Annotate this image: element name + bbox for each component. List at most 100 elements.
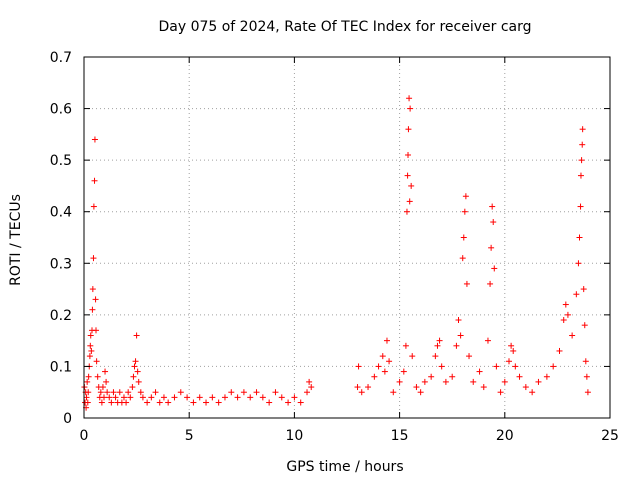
- data-point: [92, 327, 99, 334]
- data-point: [228, 389, 235, 396]
- data-point: [381, 368, 388, 375]
- data-point: [405, 151, 412, 158]
- data-point: [144, 399, 151, 406]
- data-point: [134, 368, 141, 375]
- data-point: [582, 358, 589, 365]
- data-point: [304, 389, 311, 396]
- data-point: [459, 255, 466, 262]
- data-point: [110, 389, 117, 396]
- data-point: [516, 373, 523, 380]
- data-point: [543, 373, 550, 380]
- data-point: [106, 394, 113, 401]
- data-point: [97, 389, 104, 396]
- data-point: [584, 389, 591, 396]
- data-point: [94, 373, 101, 380]
- x-tick-label: 0: [80, 428, 89, 444]
- data-point: [508, 342, 515, 349]
- data-point: [358, 389, 365, 396]
- data-point: [406, 198, 413, 205]
- data-point: [91, 177, 98, 184]
- data-point: [579, 141, 586, 148]
- data-point: [575, 260, 582, 267]
- data-point: [86, 353, 93, 360]
- data-point: [438, 363, 445, 370]
- y-tick-label: 0.2: [50, 308, 72, 324]
- data-point: [405, 126, 412, 133]
- data-point: [569, 332, 576, 339]
- data-point: [529, 389, 536, 396]
- data-point: [562, 301, 569, 308]
- data-point: [383, 337, 390, 344]
- data-point: [132, 358, 139, 365]
- data-point: [442, 378, 449, 385]
- data-point: [564, 311, 571, 318]
- data-point: [406, 95, 413, 102]
- data-point: [196, 394, 203, 401]
- data-point: [491, 265, 498, 272]
- data-point: [354, 384, 361, 391]
- data-point: [409, 353, 416, 360]
- data-point: [512, 363, 519, 370]
- y-tick-label: 0.5: [50, 153, 72, 169]
- data-point: [89, 306, 96, 313]
- data-point: [535, 378, 542, 385]
- data-point: [463, 280, 470, 287]
- data-point: [184, 394, 191, 401]
- data-point: [308, 384, 315, 391]
- data-point: [488, 244, 495, 251]
- data-point: [108, 399, 115, 406]
- data-point: [93, 358, 100, 365]
- data-point: [139, 394, 146, 401]
- y-tick-label: 0.7: [50, 50, 72, 66]
- data-point: [120, 394, 127, 401]
- data-point: [190, 399, 197, 406]
- data-point: [102, 368, 109, 375]
- data-point: [87, 332, 94, 339]
- data-point: [92, 296, 99, 303]
- y-tick-label: 0.4: [50, 205, 72, 221]
- data-point: [583, 373, 590, 380]
- data-point: [413, 384, 420, 391]
- data-point: [234, 394, 241, 401]
- data-point: [576, 234, 583, 241]
- data-point: [556, 347, 563, 354]
- data-point: [84, 399, 91, 406]
- data-point: [85, 389, 92, 396]
- data-point: [489, 203, 496, 210]
- x-tick-label: 15: [391, 428, 409, 444]
- data-point: [272, 389, 279, 396]
- data-point: [165, 399, 172, 406]
- data-point: [484, 337, 491, 344]
- data-point: [85, 373, 92, 380]
- data-point: [90, 203, 97, 210]
- data-point: [98, 399, 105, 406]
- data-point: [116, 389, 123, 396]
- data-point: [573, 291, 580, 298]
- data-point: [156, 399, 163, 406]
- y-tick-label: 0.1: [50, 359, 72, 375]
- data-point: [215, 399, 222, 406]
- data-point: [112, 394, 119, 401]
- data-point: [400, 368, 407, 375]
- data-point: [453, 342, 460, 349]
- data-point: [87, 342, 94, 349]
- data-point: [579, 126, 586, 133]
- data-point: [506, 358, 513, 365]
- data-point: [466, 353, 473, 360]
- y-axis-label: ROTI / TECUs: [8, 194, 24, 286]
- data-point: [490, 219, 497, 226]
- data-point: [253, 389, 260, 396]
- data-point: [408, 182, 415, 189]
- data-point: [428, 373, 435, 380]
- data-point: [135, 378, 142, 385]
- data-point: [497, 389, 504, 396]
- data-point: [417, 389, 424, 396]
- data-point: [449, 373, 456, 380]
- data-point: [470, 378, 477, 385]
- data-point: [160, 394, 167, 401]
- data-point: [130, 373, 137, 380]
- data-point: [100, 394, 107, 401]
- data-point: [580, 286, 587, 293]
- data-point: [404, 172, 411, 179]
